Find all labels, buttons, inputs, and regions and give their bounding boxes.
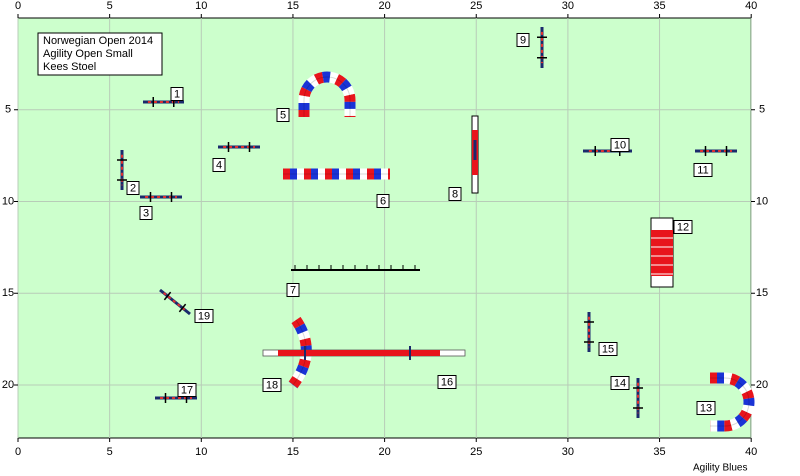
jump-standard <box>163 291 172 301</box>
x-tick-label: 35 <box>653 0 665 12</box>
tunnel <box>298 71 356 117</box>
obstacle-label: 19 <box>198 310 210 322</box>
obstacle-label-box <box>610 376 630 390</box>
obstacle-label: 5 <box>280 109 286 121</box>
obstacle-label-box <box>212 158 226 172</box>
y-tick-label: 10 <box>756 195 768 207</box>
x-tick-label: 25 <box>470 446 482 458</box>
tunnel <box>298 71 356 117</box>
obstacle-label: 16 <box>441 376 453 388</box>
x-tick-label: 0 <box>15 0 21 12</box>
y-tick-label: 10 <box>2 195 14 207</box>
y-tick-label: 5 <box>759 104 765 116</box>
obstacle-label: 11 <box>697 164 708 176</box>
obstacle-label: 14 <box>614 377 626 389</box>
info-line: Norwegian Open 2014 <box>43 35 153 47</box>
obstacle-label: 10 <box>614 139 626 151</box>
tunnel-edge <box>710 377 750 427</box>
obstacle-label: 1 <box>174 88 180 100</box>
x-tick-label: 0 <box>15 446 21 458</box>
jump-standard <box>178 303 187 313</box>
wall <box>651 230 673 276</box>
obstacle-label-box <box>696 401 716 415</box>
y-tick-label: 15 <box>2 287 14 299</box>
tunnel <box>710 372 755 432</box>
tunnel-edge <box>303 76 351 117</box>
obstacle-label-box <box>177 383 197 397</box>
obstacle-label-box <box>276 108 290 122</box>
y-tick-label: 20 <box>756 379 768 391</box>
obstacle-label: 17 <box>181 384 193 396</box>
x-tick-label: 40 <box>745 446 757 458</box>
footer: Agility Blues <box>693 463 747 474</box>
obstacle-label-box <box>286 283 300 297</box>
x-tick-label: 10 <box>195 446 207 458</box>
x-tick-label: 5 <box>107 446 113 458</box>
dogwalk <box>278 350 440 356</box>
obstacle-label-box <box>170 87 184 101</box>
y-tick-label: 15 <box>756 287 768 299</box>
tunnel <box>298 71 356 117</box>
info-box <box>37 32 163 76</box>
x-tick-label: 20 <box>378 446 390 458</box>
obstacle-label: 12 <box>677 221 689 233</box>
tunnel <box>288 316 312 389</box>
obstacle-label-box <box>437 375 457 389</box>
obstacle-label: 18 <box>266 379 278 391</box>
x-tick-label: 5 <box>107 0 113 12</box>
obstacle-label-box <box>598 342 618 356</box>
x-tick-label: 40 <box>745 0 757 12</box>
obstacle-label: 2 <box>130 182 136 194</box>
obstacle-label: 4 <box>216 159 222 171</box>
obstacle-label: 13 <box>700 402 712 414</box>
obstacle-label-box <box>448 187 462 201</box>
info-line: Agility Open Small <box>43 48 133 60</box>
info-line: Kees Stoel <box>43 61 96 73</box>
obstacle-label-box <box>262 378 282 392</box>
x-tick-label: 15 <box>287 446 299 458</box>
y-tick-label: 20 <box>2 379 14 391</box>
obstacle-label-box <box>376 194 390 208</box>
obstacle-label: 15 <box>602 343 614 355</box>
tunnel <box>710 372 755 432</box>
obstacle-label: 6 <box>380 195 386 207</box>
obstacle-label-box <box>126 181 140 195</box>
obstacle-label: 3 <box>143 207 149 219</box>
x-tick-label: 15 <box>287 0 299 12</box>
x-tick-label: 30 <box>562 0 574 12</box>
x-tick-label: 35 <box>653 446 665 458</box>
obstacle-label: 8 <box>452 188 458 200</box>
x-tick-label: 30 <box>562 446 574 458</box>
tunnel <box>710 372 755 432</box>
obstacle-label-box <box>693 163 713 177</box>
obstacle-label-box <box>139 206 153 220</box>
y-tick-label: 5 <box>5 104 11 116</box>
x-tick-label: 20 <box>378 0 390 12</box>
obstacle-label: 9 <box>520 34 526 46</box>
tunnel <box>288 316 312 389</box>
x-tick-label: 25 <box>470 0 482 12</box>
obstacle-label-box <box>194 309 214 323</box>
x-tick-label: 10 <box>195 0 207 12</box>
obstacle-label: 7 <box>290 284 296 296</box>
obstacle-label-box <box>610 138 630 152</box>
obstacle-label-box <box>673 220 693 234</box>
obstacle-label-box <box>516 33 530 47</box>
